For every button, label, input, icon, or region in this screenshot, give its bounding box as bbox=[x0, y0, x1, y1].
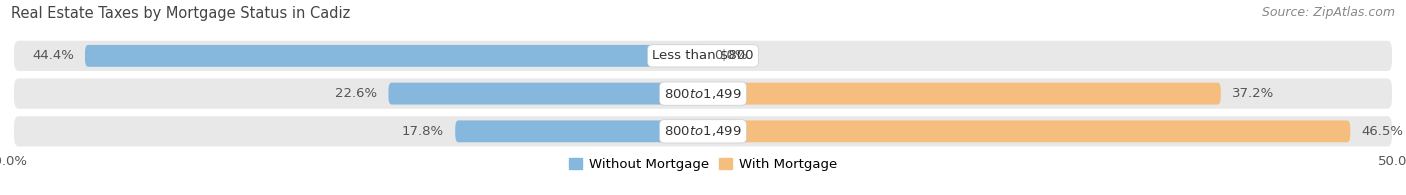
Text: 17.8%: 17.8% bbox=[402, 125, 444, 138]
FancyBboxPatch shape bbox=[456, 120, 703, 142]
Text: Source: ZipAtlas.com: Source: ZipAtlas.com bbox=[1261, 6, 1395, 19]
FancyBboxPatch shape bbox=[703, 83, 1220, 105]
FancyBboxPatch shape bbox=[14, 116, 1392, 146]
FancyBboxPatch shape bbox=[388, 83, 703, 105]
FancyBboxPatch shape bbox=[84, 45, 703, 67]
Text: 46.5%: 46.5% bbox=[1361, 125, 1403, 138]
Text: $800 to $1,499: $800 to $1,499 bbox=[664, 87, 742, 101]
Text: 0.0%: 0.0% bbox=[714, 49, 748, 62]
Text: Real Estate Taxes by Mortgage Status in Cadiz: Real Estate Taxes by Mortgage Status in … bbox=[11, 6, 350, 21]
Text: 22.6%: 22.6% bbox=[335, 87, 377, 100]
FancyBboxPatch shape bbox=[14, 79, 1392, 109]
Text: Less than $800: Less than $800 bbox=[652, 49, 754, 62]
Legend: Without Mortgage, With Mortgage: Without Mortgage, With Mortgage bbox=[569, 158, 837, 171]
Text: $800 to $1,499: $800 to $1,499 bbox=[664, 124, 742, 138]
FancyBboxPatch shape bbox=[14, 41, 1392, 71]
Text: 37.2%: 37.2% bbox=[1232, 87, 1274, 100]
Text: 44.4%: 44.4% bbox=[32, 49, 75, 62]
FancyBboxPatch shape bbox=[703, 120, 1350, 142]
